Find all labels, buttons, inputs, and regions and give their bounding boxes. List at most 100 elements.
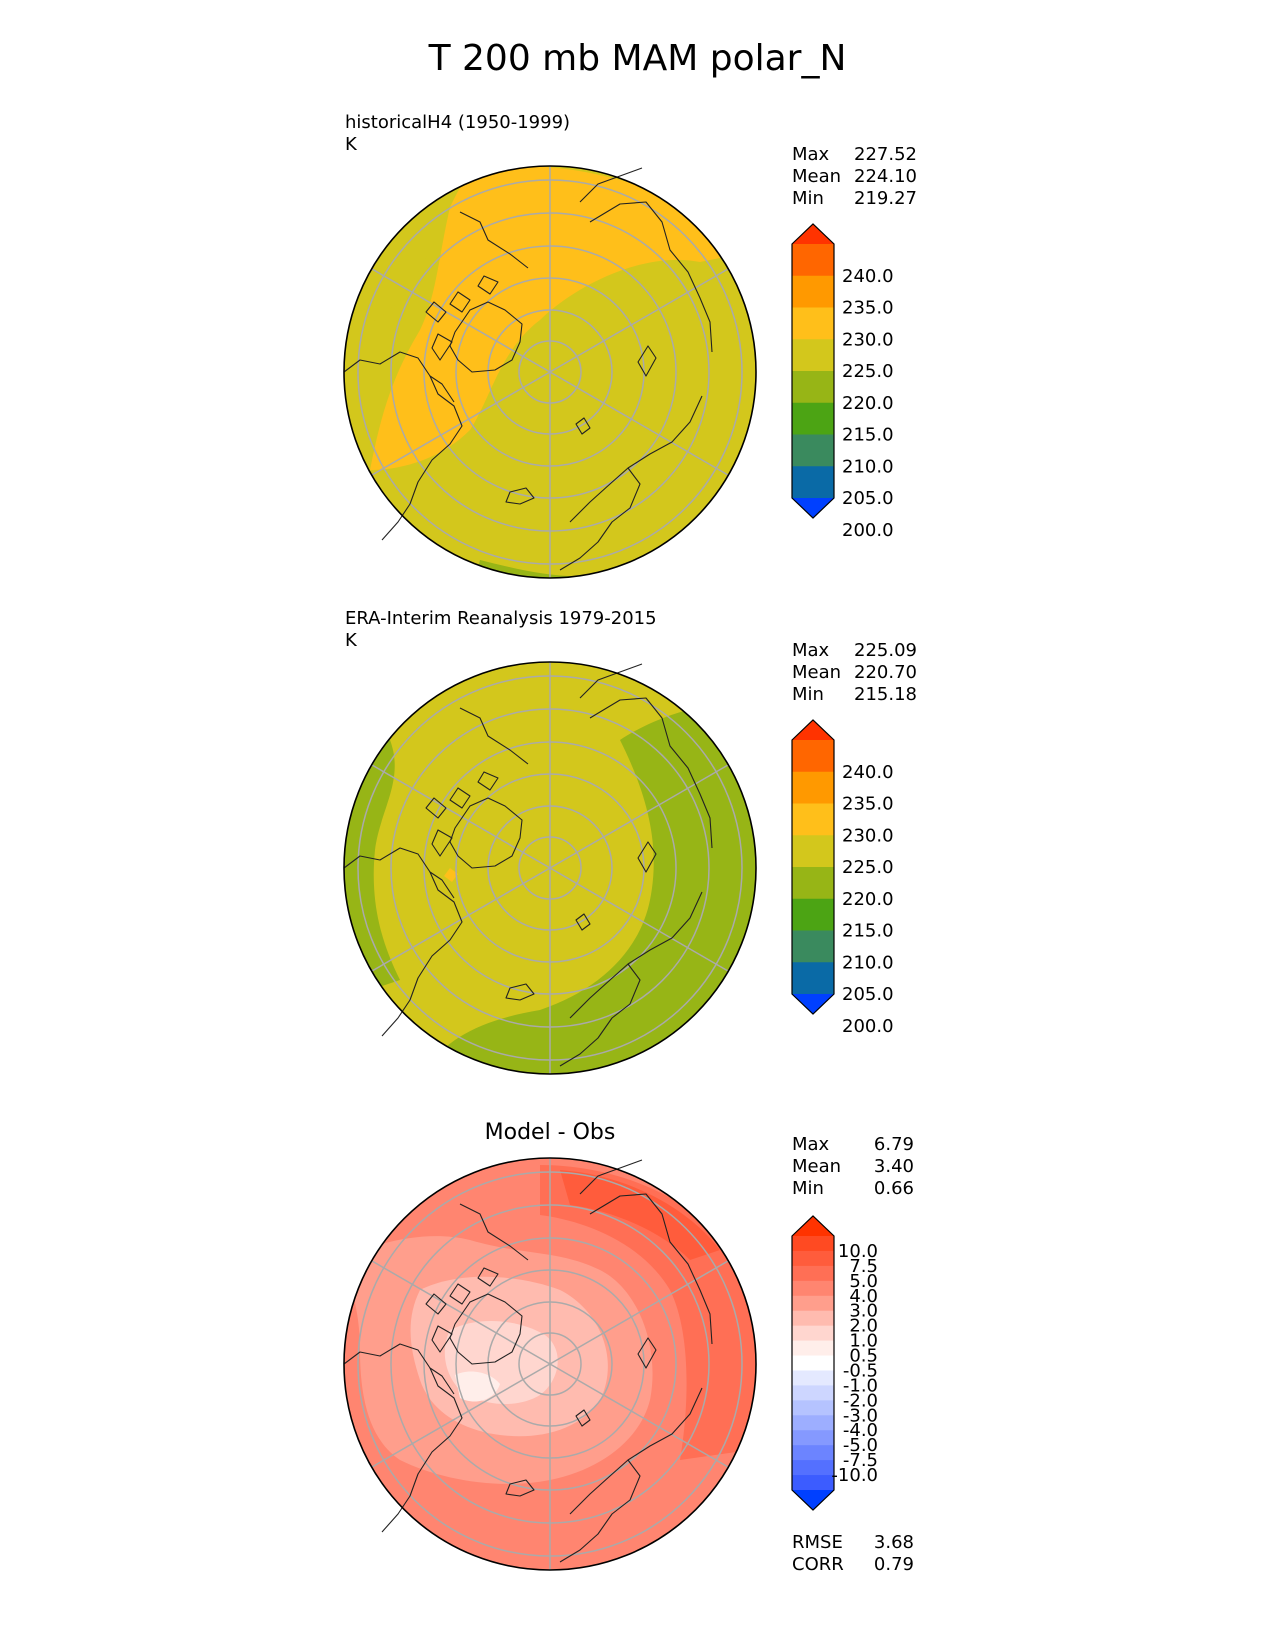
colorbar-segment [792, 835, 834, 868]
colorbar-tick-label: 205.0 [842, 984, 894, 1005]
map-boundary [343, 165, 757, 579]
panel-1-stats: Max 227.52 Mean 224.10 Min 219.27 [792, 144, 917, 210]
stat-value: 219.27 [854, 188, 917, 209]
colorbar-outline [791, 719, 835, 1015]
colorbar-segment [792, 1460, 834, 1476]
map-boundary [343, 661, 757, 1075]
diff-band-min [455, 1371, 500, 1402]
colorbar-tick-label: -4.0 [843, 1420, 878, 1441]
colorbar-segment [792, 1280, 834, 1297]
colorbar-segment [792, 1415, 834, 1431]
colorbar-tick-label: 5.0 [849, 1271, 878, 1292]
colorbar-tick-label: -1.0 [843, 1375, 878, 1396]
panel-2-stats: Max 225.09 Mean 220.70 Min 215.18 [792, 640, 917, 706]
panel-1-map [343, 165, 757, 579]
colorbar-2: 240.0 235.0 230.0 225.0 220.0 215.0 210.0 205.0… [791, 719, 894, 1037]
colorbar-tick-label: 240.0 [842, 762, 894, 783]
stat-label: Max [792, 640, 830, 661]
panel-3-stats: Max 6.79 Mean 3.40 Min 0.66 [792, 1134, 914, 1200]
figure-title: T 200 mb MAM polar_N [428, 38, 847, 79]
field-band-215-220 [470, 560, 600, 578]
colorbar-tick-label: 200.0 [842, 1016, 894, 1037]
colorbar-tick-label: 2.0 [849, 1316, 878, 1337]
colorbar-tick-label: -2.0 [843, 1390, 878, 1411]
stat-value: 224.10 [854, 166, 917, 187]
colorbar-segment [792, 434, 834, 467]
stat-label: Mean [792, 166, 842, 187]
colorbar-segment [792, 898, 834, 932]
colorbar-tick-label: 4.0 [849, 1286, 878, 1307]
metric-value: 3.68 [873, 1532, 914, 1553]
diff-band-5-7.5 [560, 1170, 720, 1260]
stat-label: Mean [792, 1156, 842, 1177]
stat-value: 227.52 [854, 144, 917, 165]
colorbar-segment [792, 771, 834, 805]
colorbar-tick-label: 200.0 [842, 520, 894, 541]
colorbar-segment [792, 371, 834, 404]
colorbar-tick-label: 235.0 [842, 298, 894, 319]
stat-label: Min [792, 684, 824, 705]
stat-label: Min [792, 188, 824, 209]
colorbar-segment [792, 962, 834, 995]
colorbar-tick-label: -5.0 [843, 1435, 878, 1456]
panel-2-map [343, 661, 757, 1075]
stat-value: 6.79 [873, 1134, 914, 1155]
metric-label: RMSE [792, 1532, 843, 1553]
colorbar-segment [792, 1310, 834, 1327]
colorbar-segment [792, 1295, 834, 1312]
colorbar-outline [791, 1215, 835, 1511]
colorbar-tick-label: 215.0 [842, 425, 894, 446]
colorbar-1: 240.0 235.0 230.0 225.0 220.0 215.0 210.0 205.0… [791, 223, 894, 541]
colorbar-extend-bottom [792, 498, 834, 518]
colorbar-tick-label: 205.0 [842, 488, 894, 509]
colorbar-tick-label: 230.0 [842, 329, 894, 350]
colorbar-tick-label: 240.0 [842, 266, 894, 287]
metric-value: 0.79 [873, 1554, 914, 1575]
panel-1-experiment: historicalH4 (1950-1999) [345, 112, 571, 133]
colorbar-extend-top [792, 1216, 834, 1236]
stat-label: Max [792, 1134, 830, 1155]
colorbar-extend-top [792, 720, 834, 740]
colorbar-segment [792, 1385, 834, 1401]
panel-2-dataset: ERA-Interim Reanalysis 1979-2015 [345, 608, 657, 629]
stat-value: 225.09 [854, 640, 917, 661]
colorbar-segment [792, 275, 834, 309]
panel-3-metrics: RMSE 3.68 CORR 0.79 [792, 1532, 914, 1576]
colorbar-segment [792, 402, 834, 436]
stat-value: 3.40 [873, 1156, 914, 1177]
colorbar-segment [792, 740, 834, 773]
colorbar-segment [792, 1400, 834, 1416]
colorbar-tick-label: -0.5 [843, 1360, 878, 1381]
stat-label: Mean [792, 662, 842, 683]
colorbar-segment [792, 244, 834, 277]
stat-value: 0.66 [873, 1178, 914, 1199]
colorbar-segment [792, 1236, 834, 1252]
colorbar-tick-label: -10.0 [831, 1465, 878, 1486]
colorbar-segment [792, 307, 834, 340]
panel-1-units: K [345, 134, 357, 155]
colorbar-tick-label: 3.0 [849, 1301, 878, 1322]
colorbar-tick-label: 225.0 [842, 361, 894, 382]
colorbar-segment [792, 803, 834, 836]
colorbar-tick-label: 1.0 [849, 1331, 878, 1352]
colorbar-extend-top [792, 224, 834, 244]
panel-2-title: ERA-Interim Reanalysis 1979-2015 K [345, 608, 657, 652]
colorbar-extend-bottom [792, 1490, 834, 1510]
colorbar-tick-label: 210.0 [842, 456, 894, 477]
colorbar-segment [792, 1475, 834, 1491]
colorbar-segment [792, 1340, 834, 1357]
colorbar-segment [792, 1265, 834, 1282]
colorbar-segment [792, 339, 834, 372]
colorbar-segment [792, 466, 834, 499]
colorbar-segment [792, 1370, 834, 1387]
panel-3-title: Model - Obs [484, 1120, 616, 1145]
stat-label: Max [792, 144, 830, 165]
stat-value: 220.70 [854, 662, 917, 683]
panel-2-units: K [345, 630, 357, 651]
colorbar-tick-label: 230.0 [842, 825, 894, 846]
colorbar-tick-label: 235.0 [842, 794, 894, 815]
metric-label: CORR [792, 1554, 844, 1575]
colorbar-tick-label: 210.0 [842, 952, 894, 973]
field-band-225-230 [370, 166, 756, 470]
